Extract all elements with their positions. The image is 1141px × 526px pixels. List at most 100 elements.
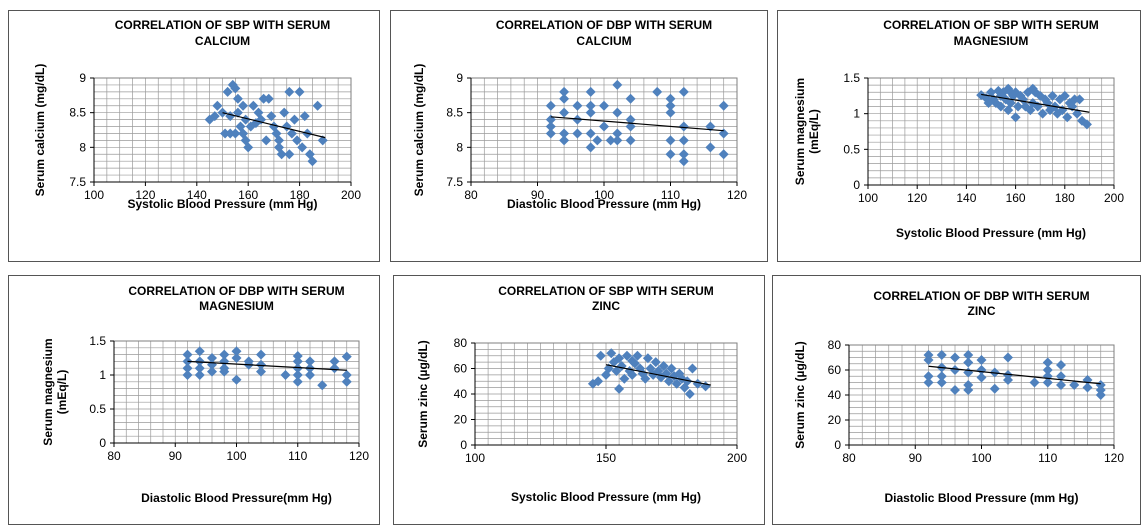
y-tick-label: 0	[853, 178, 860, 192]
data-point	[305, 356, 315, 367]
x-axis-label: Diastolic Blood Pressure(mm Hg)	[141, 491, 332, 505]
data-point	[671, 378, 682, 389]
data-point	[263, 93, 274, 104]
data-point	[238, 128, 249, 139]
data-point	[232, 93, 243, 104]
y-tick-label: 7.5	[69, 175, 86, 189]
data-point	[1029, 377, 1040, 388]
data-point	[1062, 112, 1073, 123]
y-tick-label: 0	[99, 436, 106, 450]
data-point	[678, 121, 689, 132]
data-point	[665, 107, 676, 118]
data-point	[666, 363, 677, 374]
data-point	[718, 149, 729, 160]
data-point	[1056, 360, 1066, 370]
y-tick-label: 8	[456, 140, 463, 154]
x-tick-label: 90	[909, 451, 923, 465]
data-point	[1037, 108, 1048, 119]
trendline	[981, 93, 1090, 113]
chart-panel-dbp-magnesium: CORRELATION OF DBP WITH SERUM MAGNESIUM 80…	[8, 275, 380, 525]
data-point	[592, 135, 603, 146]
y-axis-label: Serum calcium (mg/dL)	[33, 64, 47, 197]
x-tick-label: 110	[661, 188, 680, 202]
gridlines	[474, 342, 738, 446]
data-point	[658, 360, 669, 371]
data-point	[1042, 357, 1053, 368]
data-point	[678, 135, 689, 146]
chart-title: CORRELATION OF SBP WITH SERUM	[498, 284, 714, 298]
y-axis-label: Serum calcium (mg/dL)	[412, 64, 426, 197]
chart-title: CORRELATION OF DBP WITH SERUM	[128, 284, 344, 298]
data-point	[274, 135, 285, 146]
data-point	[220, 128, 231, 139]
y-tick-label: 60	[454, 362, 468, 376]
data-point	[292, 363, 303, 374]
y-tick-label: 1	[853, 107, 860, 121]
data-point	[1074, 94, 1085, 105]
data-point	[625, 135, 636, 146]
chart-panel-sbp-calcium: CORRELATION OF SBP WITH SERUM CALCIUM 100 1…	[8, 10, 380, 262]
data-point	[665, 100, 676, 111]
data-point	[593, 376, 604, 387]
data-point	[936, 377, 947, 388]
data-point	[238, 100, 249, 111]
y-tick-label: 80	[454, 336, 468, 350]
data-point	[341, 370, 352, 380]
y-tick-label: 8.5	[446, 106, 463, 120]
data-point	[665, 93, 676, 104]
data-point	[329, 356, 340, 367]
y-tick-label: 1	[99, 368, 106, 382]
x-tick-label: 160	[238, 188, 258, 202]
trendline	[550, 116, 724, 132]
x-tick-label: 100	[858, 191, 878, 205]
data-points	[545, 79, 729, 167]
chart-svg: CORRELATION OF DBP WITH SERUM CALCIUM 80 90…	[412, 18, 747, 211]
data-point	[923, 355, 934, 365]
data-point	[923, 371, 934, 382]
data-point	[653, 366, 664, 377]
chart-title: CORRELATION OF SBP WITH SERUM	[883, 18, 1099, 32]
x-tick-label: 180	[290, 188, 310, 202]
data-point	[292, 350, 303, 361]
data-point	[243, 142, 254, 153]
x-tick-label: 110	[1038, 451, 1057, 465]
x-axis-label: Systolic Blood Pressure (mm Hg)	[896, 226, 1086, 240]
data-point	[280, 370, 291, 380]
data-point	[627, 369, 638, 380]
data-point	[950, 352, 960, 363]
data-point	[1030, 87, 1041, 98]
data-point	[665, 149, 676, 160]
chart-panel-dbp-calcium: CORRELATION OF DBP WITH SERUM CALCIUM 80 90…	[390, 10, 768, 262]
data-point	[614, 353, 625, 364]
data-point	[545, 100, 556, 111]
data-point	[292, 376, 303, 387]
data-point	[194, 346, 205, 357]
y-tick-label: 60	[828, 363, 842, 377]
data-point	[611, 366, 622, 377]
y-axis-label: (mEq/L)	[55, 370, 69, 415]
data-point	[981, 92, 992, 103]
data-point	[545, 128, 556, 139]
y-tick-label: 0	[460, 438, 467, 452]
data-point	[559, 135, 570, 146]
data-point	[674, 368, 685, 379]
data-point	[629, 358, 640, 369]
data-point	[936, 371, 947, 382]
x-tick-label: 100	[971, 451, 991, 465]
data-point	[207, 353, 217, 363]
data-points	[587, 348, 711, 399]
y-tick-label: 1.5	[89, 334, 106, 348]
data-point	[1052, 108, 1063, 119]
data-point	[317, 135, 328, 146]
data-point	[182, 363, 193, 374]
data-point	[572, 114, 583, 125]
data-point	[1056, 371, 1066, 382]
data-point	[219, 366, 230, 377]
data-point	[222, 86, 233, 97]
data-point	[292, 135, 303, 146]
data-point	[614, 383, 625, 394]
data-point	[640, 373, 651, 384]
data-point	[663, 376, 674, 387]
